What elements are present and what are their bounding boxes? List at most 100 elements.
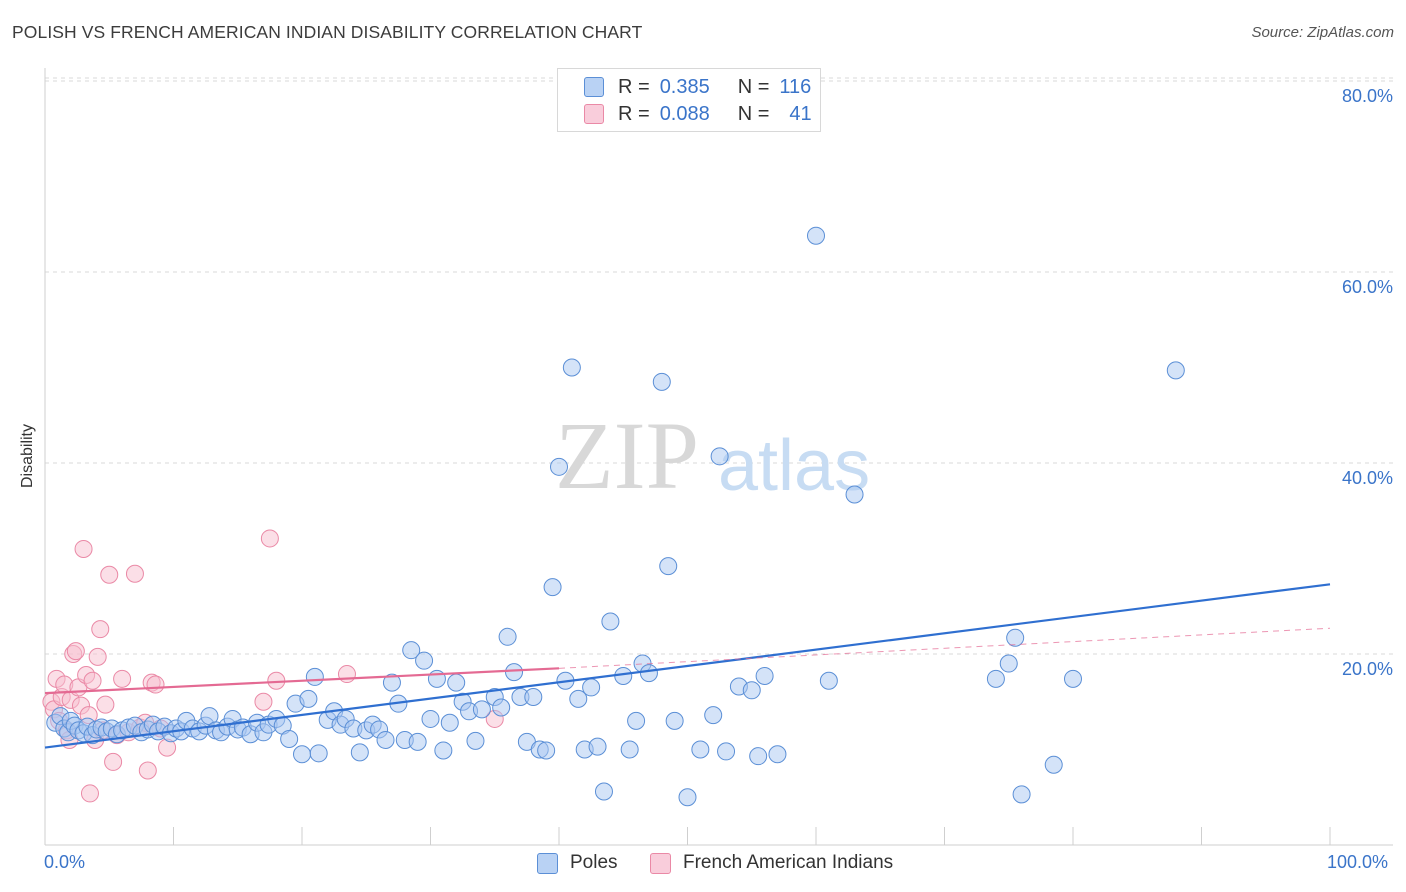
x-tick-label-max: 100.0% bbox=[1327, 852, 1389, 872]
poles-point-73 bbox=[472, 700, 491, 719]
series-french-american-indians bbox=[42, 529, 504, 803]
fai-point-37 bbox=[260, 529, 279, 548]
poles-point-99 bbox=[659, 557, 678, 576]
poles-point-77 bbox=[505, 663, 524, 682]
bottom-legend-label-poles: Poles bbox=[570, 852, 618, 873]
poles-point-110 bbox=[768, 745, 787, 764]
legend-n-value: 116 bbox=[779, 75, 812, 98]
fai-point-13 bbox=[74, 539, 93, 558]
poles-point-80 bbox=[524, 687, 543, 706]
watermark-atlas: atlas bbox=[718, 426, 870, 506]
y-tick-label-80: 80.0% bbox=[1341, 86, 1393, 106]
watermark: ZIP atlas bbox=[555, 402, 870, 509]
poles-point-115 bbox=[999, 654, 1018, 673]
fai-point-10 bbox=[66, 642, 85, 661]
poles-point-68 bbox=[440, 713, 459, 732]
poles-point-47 bbox=[305, 667, 324, 686]
poles-point-116 bbox=[1006, 628, 1025, 647]
poles-point-92 bbox=[601, 612, 620, 631]
legend-r-value: 0.088 bbox=[659, 102, 710, 125]
poles-point-118 bbox=[1044, 755, 1063, 774]
poles-point-45 bbox=[293, 745, 311, 764]
legend-swatch-poles bbox=[584, 77, 604, 97]
poles-point-46 bbox=[299, 689, 318, 708]
poles-point-103 bbox=[704, 706, 723, 725]
poles-point-89 bbox=[582, 678, 601, 697]
fai-point-22 bbox=[96, 695, 115, 714]
poles-point-111 bbox=[807, 226, 825, 245]
poles-point-105 bbox=[717, 742, 736, 761]
axes bbox=[44, 68, 1393, 846]
poles-point-113 bbox=[845, 485, 864, 504]
fai-point-28 bbox=[125, 564, 144, 583]
poles-point-59 bbox=[382, 673, 401, 692]
fai-point-26 bbox=[113, 669, 132, 688]
poles-point-69 bbox=[447, 673, 466, 692]
poles-point-83 bbox=[543, 578, 562, 597]
trend-line-poles bbox=[44, 583, 1331, 749]
legend-n-value: 41 bbox=[789, 102, 812, 125]
legend-n-label: N = bbox=[737, 102, 770, 125]
poles-point-58 bbox=[376, 730, 395, 749]
poles-point-72 bbox=[466, 731, 485, 750]
gridlines bbox=[45, 77, 1393, 655]
poles-point-94 bbox=[620, 740, 639, 759]
poles-point-63 bbox=[408, 732, 427, 751]
bottom-legend-swatch-poles bbox=[537, 852, 558, 874]
poles-point-91 bbox=[594, 782, 613, 801]
poles-point-76 bbox=[498, 627, 517, 646]
correlation-legend: R = 0.385 N = 116 R = 0.088 N = 41 bbox=[557, 68, 821, 132]
poles-point-54 bbox=[350, 743, 369, 762]
trend-lines bbox=[44, 583, 1331, 749]
legend-n-label: N = bbox=[737, 75, 770, 98]
legend-r-label: R = bbox=[618, 75, 650, 98]
poles-point-100 bbox=[665, 711, 684, 730]
trend-line-french-american-indians bbox=[44, 667, 560, 695]
chart-title: POLISH VS FRENCH AMERICAN INDIAN DISABIL… bbox=[12, 22, 643, 42]
poles-point-114 bbox=[986, 669, 1005, 688]
poles-point-108 bbox=[749, 747, 768, 766]
poles-point-65 bbox=[421, 709, 440, 728]
bottom-legend-label-french-american-indians: French American Indians bbox=[683, 852, 894, 873]
watermark-zip: ZIP bbox=[555, 402, 699, 509]
poles-point-97 bbox=[639, 664, 658, 683]
poles-point-64 bbox=[415, 651, 434, 670]
poles-point-102 bbox=[691, 740, 710, 759]
poles-point-48 bbox=[309, 744, 328, 763]
fai-point-39 bbox=[337, 665, 356, 684]
fai-point-36 bbox=[254, 692, 273, 711]
bottom-legend-poles: Poles bbox=[537, 852, 618, 874]
legend-r-label: R = bbox=[618, 102, 650, 125]
poles-point-75 bbox=[492, 698, 511, 717]
poles-point-84 bbox=[550, 457, 568, 476]
y-tick-label-60: 60.0% bbox=[1341, 277, 1393, 297]
fai-point-17 bbox=[83, 671, 102, 690]
poles-point-117 bbox=[1012, 785, 1031, 804]
y-tick-label-40: 40.0% bbox=[1341, 468, 1393, 488]
poles-point-120 bbox=[1166, 361, 1185, 380]
bottom-legend-swatch-french-american-indians bbox=[650, 852, 671, 874]
y-tick-label-20: 20.0% bbox=[1341, 659, 1393, 679]
legend-row-french-american-indians: R = 0.088 N = 41 bbox=[584, 102, 812, 126]
fai-point-31 bbox=[138, 761, 157, 780]
series-poles bbox=[46, 226, 1185, 807]
fai-point-16 bbox=[80, 784, 99, 803]
legend-swatch-french-american-indians bbox=[584, 104, 604, 124]
poles-point-90 bbox=[588, 737, 607, 756]
poles-point-101 bbox=[678, 788, 697, 807]
poles-point-86 bbox=[562, 358, 581, 377]
poles-point-119 bbox=[1064, 669, 1082, 688]
poles-point-112 bbox=[819, 671, 838, 690]
legend-row-poles: R = 0.385 N = 116 bbox=[584, 75, 811, 99]
fai-point-23 bbox=[100, 565, 119, 584]
poles-point-67 bbox=[434, 741, 453, 760]
poles-point-109 bbox=[755, 666, 774, 685]
source-credit: Source: ZipAtlas.com bbox=[1251, 24, 1394, 41]
poles-point-87 bbox=[569, 689, 588, 708]
poles-point-95 bbox=[627, 711, 646, 730]
trend-extension-french-american-indians bbox=[558, 627, 1331, 669]
fai-point-33 bbox=[146, 675, 165, 694]
fai-point-19 bbox=[88, 647, 107, 666]
poles-point-98 bbox=[652, 372, 671, 391]
